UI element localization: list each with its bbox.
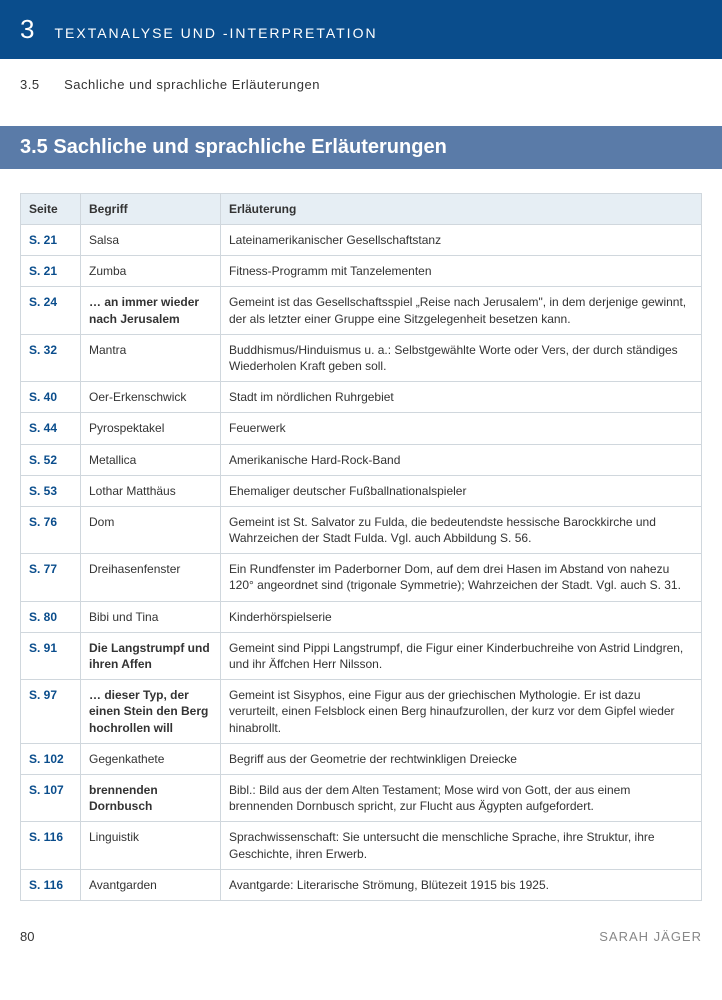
cell-erlaeuterung: Stadt im nördlichen Ruhrgebiet [221, 382, 702, 413]
cell-begriff: Pyrospektakel [81, 413, 221, 444]
cell-seite: S. 91 [21, 632, 81, 679]
table-row: S. 116LinguistikSprachwissenschaft: Sie … [21, 822, 702, 869]
glossary-table: Seite Begriff Erläuterung S. 21SalsaLate… [20, 193, 702, 901]
cell-erlaeuterung: Kinderhörspielserie [221, 601, 702, 632]
cell-seite: S. 21 [21, 225, 81, 256]
table-row: S. 40Oer-ErkenschwickStadt im nördlichen… [21, 382, 702, 413]
table-row: S. 21ZumbaFitness-Programm mit Tanzeleme… [21, 256, 702, 287]
cell-erlaeuterung: Fitness-Programm mit Tanzelementen [221, 256, 702, 287]
cell-erlaeuterung: Gemeint ist St. Salvator zu Fulda, die b… [221, 506, 702, 553]
table-row: S. 53Lothar MatthäusEhemaliger deutscher… [21, 475, 702, 506]
page-footer: 80 SARAH JÄGER [0, 911, 722, 962]
cell-erlaeuterung: Begriff aus der Geometrie der rechtwinkl… [221, 743, 702, 774]
cell-seite: S. 102 [21, 743, 81, 774]
cell-seite: S. 76 [21, 506, 81, 553]
cell-erlaeuterung: Gemeint ist das Gesellschaftsspiel „Reis… [221, 287, 702, 334]
cell-erlaeuterung: Bibl.: Bild aus der dem Alten Testament;… [221, 774, 702, 821]
table-row: S. 91Die Langstrumpf und ihren AffenGeme… [21, 632, 702, 679]
cell-erlaeuterung: Ehemaliger deutscher Fußballnationalspie… [221, 475, 702, 506]
cell-begriff: … an immer wieder nach Jerusalem [81, 287, 221, 334]
cell-begriff: Linguistik [81, 822, 221, 869]
cell-seite: S. 116 [21, 822, 81, 869]
glossary-table-wrap: Seite Begriff Erläuterung S. 21SalsaLate… [0, 169, 722, 911]
cell-begriff: Avantgarden [81, 869, 221, 900]
table-row: S. 32MantraBuddhismus/Hinduismus u. a.: … [21, 334, 702, 381]
col-seite: Seite [21, 194, 81, 225]
cell-seite: S. 80 [21, 601, 81, 632]
cell-begriff: Oer-Erkenschwick [81, 382, 221, 413]
cell-seite: S. 24 [21, 287, 81, 334]
table-header-row: Seite Begriff Erläuterung [21, 194, 702, 225]
cell-erlaeuterung: Ein Rundfenster im Paderborner Dom, auf … [221, 554, 702, 601]
cell-begriff: Bibi und Tina [81, 601, 221, 632]
cell-erlaeuterung: Sprachwissenschaft: Sie untersucht die m… [221, 822, 702, 869]
cell-erlaeuterung: Avantgarde: Literarische Strömung, Blüte… [221, 869, 702, 900]
cell-seite: S. 21 [21, 256, 81, 287]
chapter-header: 3 TEXTANALYSE UND -INTERPRETATION [0, 0, 722, 59]
subheading-text: Sachliche und sprachliche Erläuterungen [64, 77, 320, 92]
subheading-number: 3.5 [20, 77, 60, 92]
col-begriff: Begriff [81, 194, 221, 225]
table-row: S. 107brennenden DornbuschBibl.: Bild au… [21, 774, 702, 821]
cell-begriff: … dieser Typ, der einen Stein den Berg h… [81, 680, 221, 744]
col-erlaeuterung: Erläuterung [221, 194, 702, 225]
cell-seite: S. 107 [21, 774, 81, 821]
table-row: S. 76DomGemeint ist St. Salvator zu Fuld… [21, 506, 702, 553]
cell-begriff: Dreihasenfenster [81, 554, 221, 601]
cell-seite: S. 32 [21, 334, 81, 381]
table-row: S. 77DreihasenfensterEin Rundfenster im … [21, 554, 702, 601]
table-row: S. 44PyrospektakelFeuerwerk [21, 413, 702, 444]
chapter-number: 3 [20, 14, 34, 45]
table-row: S. 97… dieser Typ, der einen Stein den B… [21, 680, 702, 744]
cell-erlaeuterung: Lateinamerikanischer Gesellschaftstanz [221, 225, 702, 256]
cell-seite: S. 77 [21, 554, 81, 601]
cell-seite: S. 44 [21, 413, 81, 444]
cell-erlaeuterung: Gemeint ist Sisyphos, eine Figur aus der… [221, 680, 702, 744]
cell-begriff: Salsa [81, 225, 221, 256]
table-row: S. 102GegenkatheteBegriff aus der Geomet… [21, 743, 702, 774]
table-row: S. 80Bibi und TinaKinderhörspielserie [21, 601, 702, 632]
page-number: 80 [20, 929, 34, 944]
table-row: S. 21SalsaLateinamerikanischer Gesellsch… [21, 225, 702, 256]
table-row: S. 52MetallicaAmerikanische Hard-Rock-Ba… [21, 444, 702, 475]
cell-begriff: Die Langstrumpf und ihren Affen [81, 632, 221, 679]
cell-begriff: Metallica [81, 444, 221, 475]
cell-erlaeuterung: Gemeint sind Pippi Langstrumpf, die Figu… [221, 632, 702, 679]
table-row: S. 116AvantgardenAvantgarde: Literarisch… [21, 869, 702, 900]
subheading: 3.5 Sachliche und sprachliche Erläuterun… [0, 59, 722, 98]
cell-begriff: Gegenkathete [81, 743, 221, 774]
table-row: S. 24… an immer wieder nach JerusalemGem… [21, 287, 702, 334]
cell-seite: S. 53 [21, 475, 81, 506]
cell-begriff: Lothar Matthäus [81, 475, 221, 506]
cell-begriff: Zumba [81, 256, 221, 287]
cell-seite: S. 40 [21, 382, 81, 413]
cell-erlaeuterung: Buddhismus/Hinduismus u. a.: Selbstgewäh… [221, 334, 702, 381]
cell-begriff: Dom [81, 506, 221, 553]
cell-erlaeuterung: Amerikanische Hard-Rock-Band [221, 444, 702, 475]
section-title-bar: 3.5 Sachliche und sprachliche Erläuterun… [0, 126, 722, 169]
chapter-title: TEXTANALYSE UND -INTERPRETATION [54, 25, 377, 41]
cell-seite: S. 52 [21, 444, 81, 475]
cell-seite: S. 97 [21, 680, 81, 744]
cell-seite: S. 116 [21, 869, 81, 900]
cell-begriff: Mantra [81, 334, 221, 381]
cell-erlaeuterung: Feuerwerk [221, 413, 702, 444]
author-name: SARAH JÄGER [599, 929, 702, 944]
cell-begriff: brennenden Dornbusch [81, 774, 221, 821]
